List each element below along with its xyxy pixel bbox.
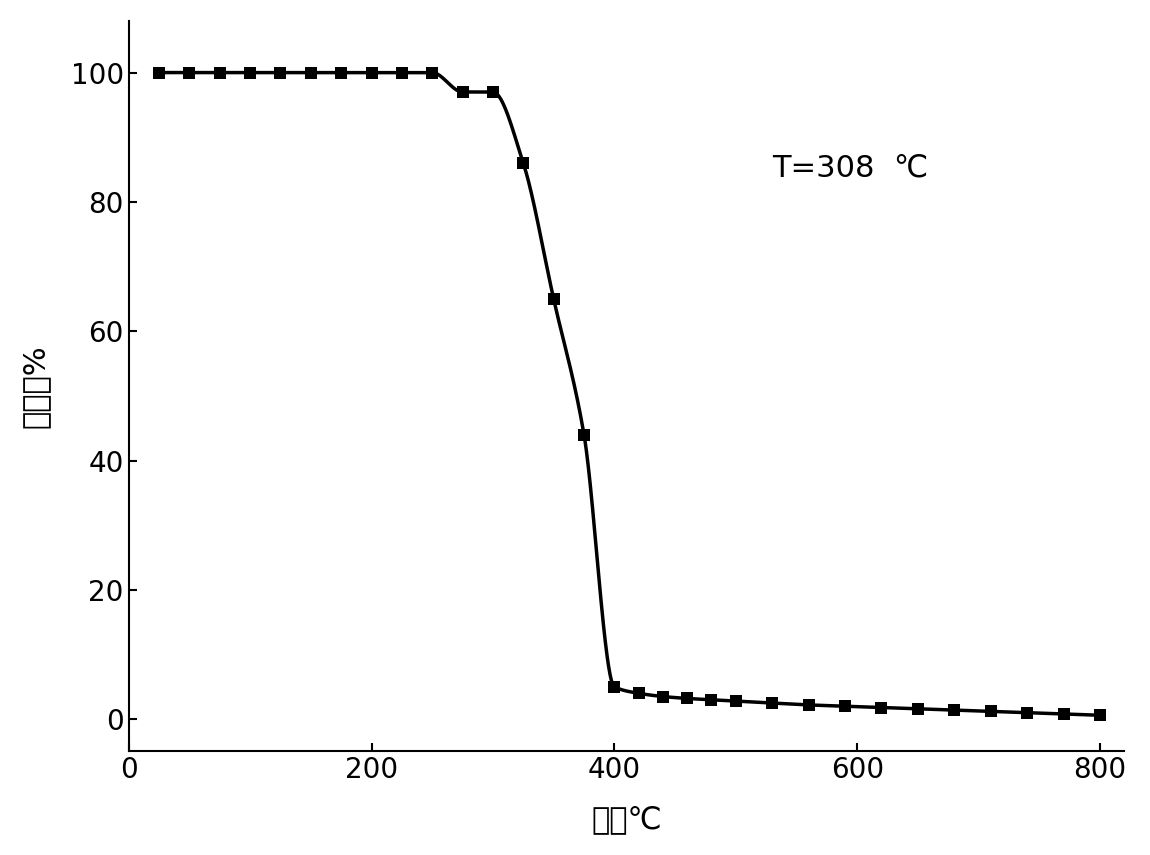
Y-axis label: 失重量%: 失重量% xyxy=(21,345,49,428)
X-axis label: 温度℃: 温度℃ xyxy=(591,805,662,834)
Text: T=308  ℃: T=308 ℃ xyxy=(772,153,928,182)
